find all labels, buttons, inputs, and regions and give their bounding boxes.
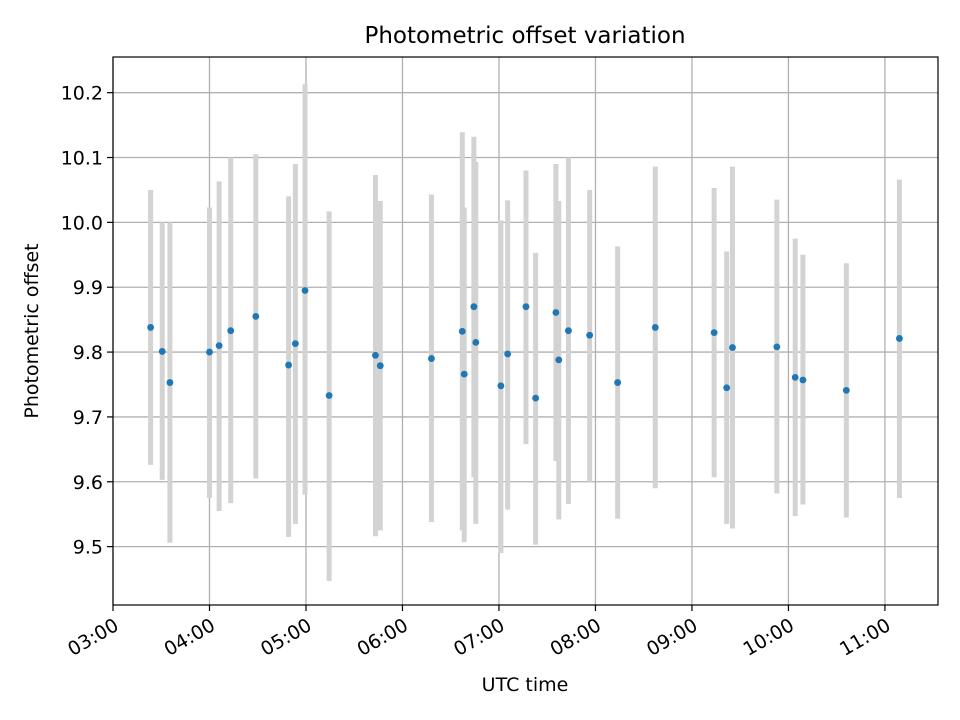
data-point — [460, 370, 468, 378]
chart-title: Photometric offset variation — [364, 23, 685, 49]
y-axis-ticks: 9.5 9.6 9.7 9.8 9.9 10.0 10.1 10.2 — [61, 83, 113, 559]
y-tick-label: 9.6 — [73, 472, 103, 494]
data-point — [555, 356, 563, 364]
data-point — [252, 313, 260, 320]
data-point — [729, 344, 736, 351]
data-point — [504, 350, 512, 358]
data-point — [565, 327, 572, 335]
data-point — [147, 324, 155, 331]
data-point — [158, 348, 166, 355]
data-point — [842, 386, 850, 394]
data-point — [470, 303, 478, 311]
data-point — [166, 379, 174, 386]
data-point — [206, 348, 213, 356]
y-tick-label: 10.0 — [61, 212, 103, 234]
data-point — [458, 327, 466, 335]
data-point — [291, 340, 299, 348]
y-tick-label: 10.2 — [61, 83, 103, 105]
data-point — [651, 324, 659, 331]
data-point — [227, 327, 235, 335]
data-point — [532, 394, 540, 402]
data-point — [372, 351, 379, 359]
data-point — [472, 338, 480, 346]
data-point — [552, 309, 560, 316]
data-point — [376, 362, 384, 370]
data-point — [301, 287, 309, 294]
x-axis-label: UTC time — [482, 674, 569, 696]
data-point — [325, 392, 333, 399]
data-point — [285, 361, 293, 369]
y-tick-label: 10.1 — [61, 148, 103, 170]
data-point — [723, 384, 731, 392]
data-point — [522, 303, 530, 311]
y-axis-label: Photometric offset — [21, 243, 43, 418]
data-point — [799, 376, 807, 384]
data-point — [215, 342, 223, 349]
data-point — [773, 343, 781, 351]
data-point — [614, 379, 622, 386]
y-tick-label: 9.9 — [73, 277, 103, 299]
y-tick-label: 9.7 — [73, 407, 103, 429]
data-point — [428, 355, 435, 362]
data-point — [710, 329, 718, 337]
axes-frame — [112, 56, 939, 606]
data-point — [586, 331, 594, 339]
y-tick-label: 9.5 — [73, 537, 103, 559]
data-point — [791, 373, 799, 381]
data-points — [147, 287, 903, 402]
y-tick-label: 9.8 — [73, 342, 103, 364]
data-point — [896, 335, 903, 342]
data-point — [497, 382, 505, 390]
